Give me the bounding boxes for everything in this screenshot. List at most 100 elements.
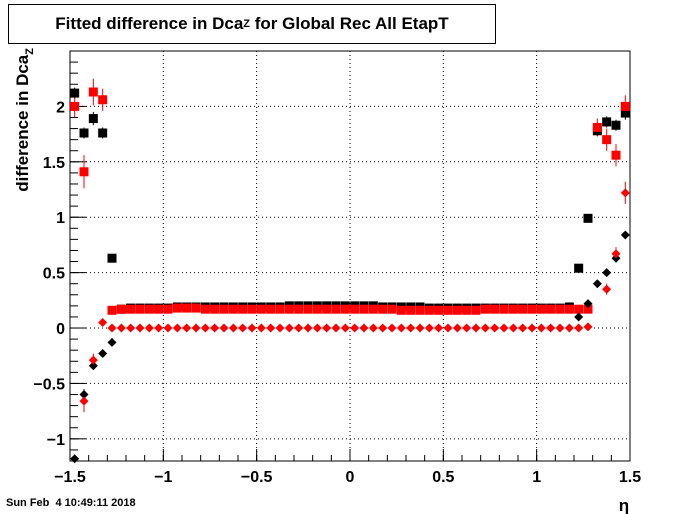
data-point-diamond [79, 390, 89, 400]
data-point-square [163, 304, 173, 314]
data-point-square [574, 263, 584, 273]
data-point-diamond [331, 323, 341, 333]
data-point-diamond [452, 323, 462, 333]
data-point-square [406, 305, 416, 315]
data-point-square [107, 253, 117, 263]
data-point-square [238, 304, 248, 314]
data-point-square [434, 305, 444, 315]
x-tick-label: −1 [154, 469, 172, 486]
data-point-diamond [443, 323, 453, 333]
data-point-diamond [228, 323, 238, 333]
data-point-diamond [546, 323, 556, 333]
datestamp: Sun Feb 4 10:49:11 2018 [6, 497, 136, 509]
data-point-square [331, 304, 341, 314]
data-point-square [88, 114, 98, 124]
data-point-square [368, 304, 378, 314]
data-point-diamond [312, 323, 322, 333]
data-point-square [70, 101, 80, 111]
data-point-diamond [98, 349, 108, 359]
data-point-diamond [471, 323, 481, 333]
tick-labels: −1.5 −1 −0.5 0 0.5 1 1.5 −1 −0.5 0 0.5 1 1.5 2 [33, 99, 641, 486]
data-point-diamond [574, 323, 584, 333]
data-point-square [266, 304, 276, 314]
data-point-square [499, 304, 509, 314]
data-point-square [350, 304, 360, 314]
data-point-diamond [79, 396, 89, 406]
data-point-diamond [527, 323, 537, 333]
data-point-diamond [182, 323, 192, 333]
data-point-square [546, 304, 556, 314]
data-point-diamond [294, 323, 304, 333]
data-point-square [396, 305, 406, 315]
data-point-square [527, 304, 537, 314]
chart-title-rest: for Global Rec All EtapT [250, 14, 449, 33]
y-tick-label: −0.5 [33, 376, 65, 393]
data-point-diamond [368, 323, 378, 333]
data-point-diamond [536, 323, 546, 333]
data-point-square [219, 304, 229, 314]
y-axis-label: difference in DcaZ [13, 48, 36, 192]
data-point-diamond [116, 323, 126, 333]
data-point-square [247, 304, 257, 314]
data-point-square [182, 303, 192, 313]
data-point-diamond [434, 323, 444, 333]
data-point-square [284, 304, 294, 314]
data-point-square [98, 128, 108, 138]
data-point-diamond [191, 323, 201, 333]
data-point-diamond [144, 323, 154, 333]
data-point-diamond [98, 317, 108, 327]
data-point-diamond [415, 323, 425, 333]
data-point-diamond [583, 299, 593, 309]
data-point-diamond [126, 323, 136, 333]
data-point-diamond [387, 323, 397, 333]
data-point-square [564, 304, 574, 314]
data-point-diamond [592, 279, 602, 289]
data-point-diamond [574, 312, 584, 322]
data-point-square [88, 87, 98, 97]
data-point-square [340, 304, 350, 314]
data-point-diamond [200, 323, 210, 333]
data-point-square [116, 304, 126, 314]
data-point-square [452, 305, 462, 315]
data-point-square [602, 135, 612, 145]
data-point-diamond [583, 322, 593, 332]
data-point-square [70, 88, 80, 98]
data-point-square [322, 304, 332, 314]
y-tick-label: 2 [56, 99, 65, 116]
x-tick-label: −0.5 [241, 469, 273, 486]
data-point-square [620, 101, 630, 111]
data-point-square [490, 304, 500, 314]
data-point-diamond [620, 188, 630, 198]
data-point-diamond [88, 355, 98, 365]
data-point-diamond [620, 230, 630, 240]
data-point-diamond [602, 268, 612, 278]
y-tick-label: 0.5 [43, 266, 65, 283]
data-point-square [592, 122, 602, 132]
data-point-diamond [256, 323, 266, 333]
data-point-diamond [107, 323, 117, 333]
data-point-square [555, 304, 565, 314]
data-point-square [228, 304, 238, 314]
data-point-square [135, 304, 145, 314]
data-point-diamond [238, 323, 248, 333]
x-tick-label: −1.5 [54, 469, 86, 486]
chart-title-subscript: Z [243, 18, 251, 30]
data-point-square [256, 304, 266, 314]
data-point-square [583, 213, 593, 223]
data-point-diamond [154, 323, 164, 333]
data-point-diamond [340, 323, 350, 333]
x-tick-label: 0.5 [432, 469, 454, 486]
data-point-diamond [378, 323, 388, 333]
data-point-square [200, 304, 210, 314]
data-point-square [98, 95, 108, 105]
y-axis-label-main: difference in Dca [13, 54, 32, 192]
y-tick-label: 1.5 [43, 155, 65, 172]
data-point-square [602, 117, 612, 127]
data-point-diamond [266, 323, 276, 333]
y-tick-label: −1 [47, 432, 65, 449]
data-point-square [378, 304, 388, 314]
y-tick-label: 0 [56, 321, 65, 338]
y-axis-label-subscript: Z [24, 48, 36, 55]
data-point-diamond [322, 323, 332, 333]
